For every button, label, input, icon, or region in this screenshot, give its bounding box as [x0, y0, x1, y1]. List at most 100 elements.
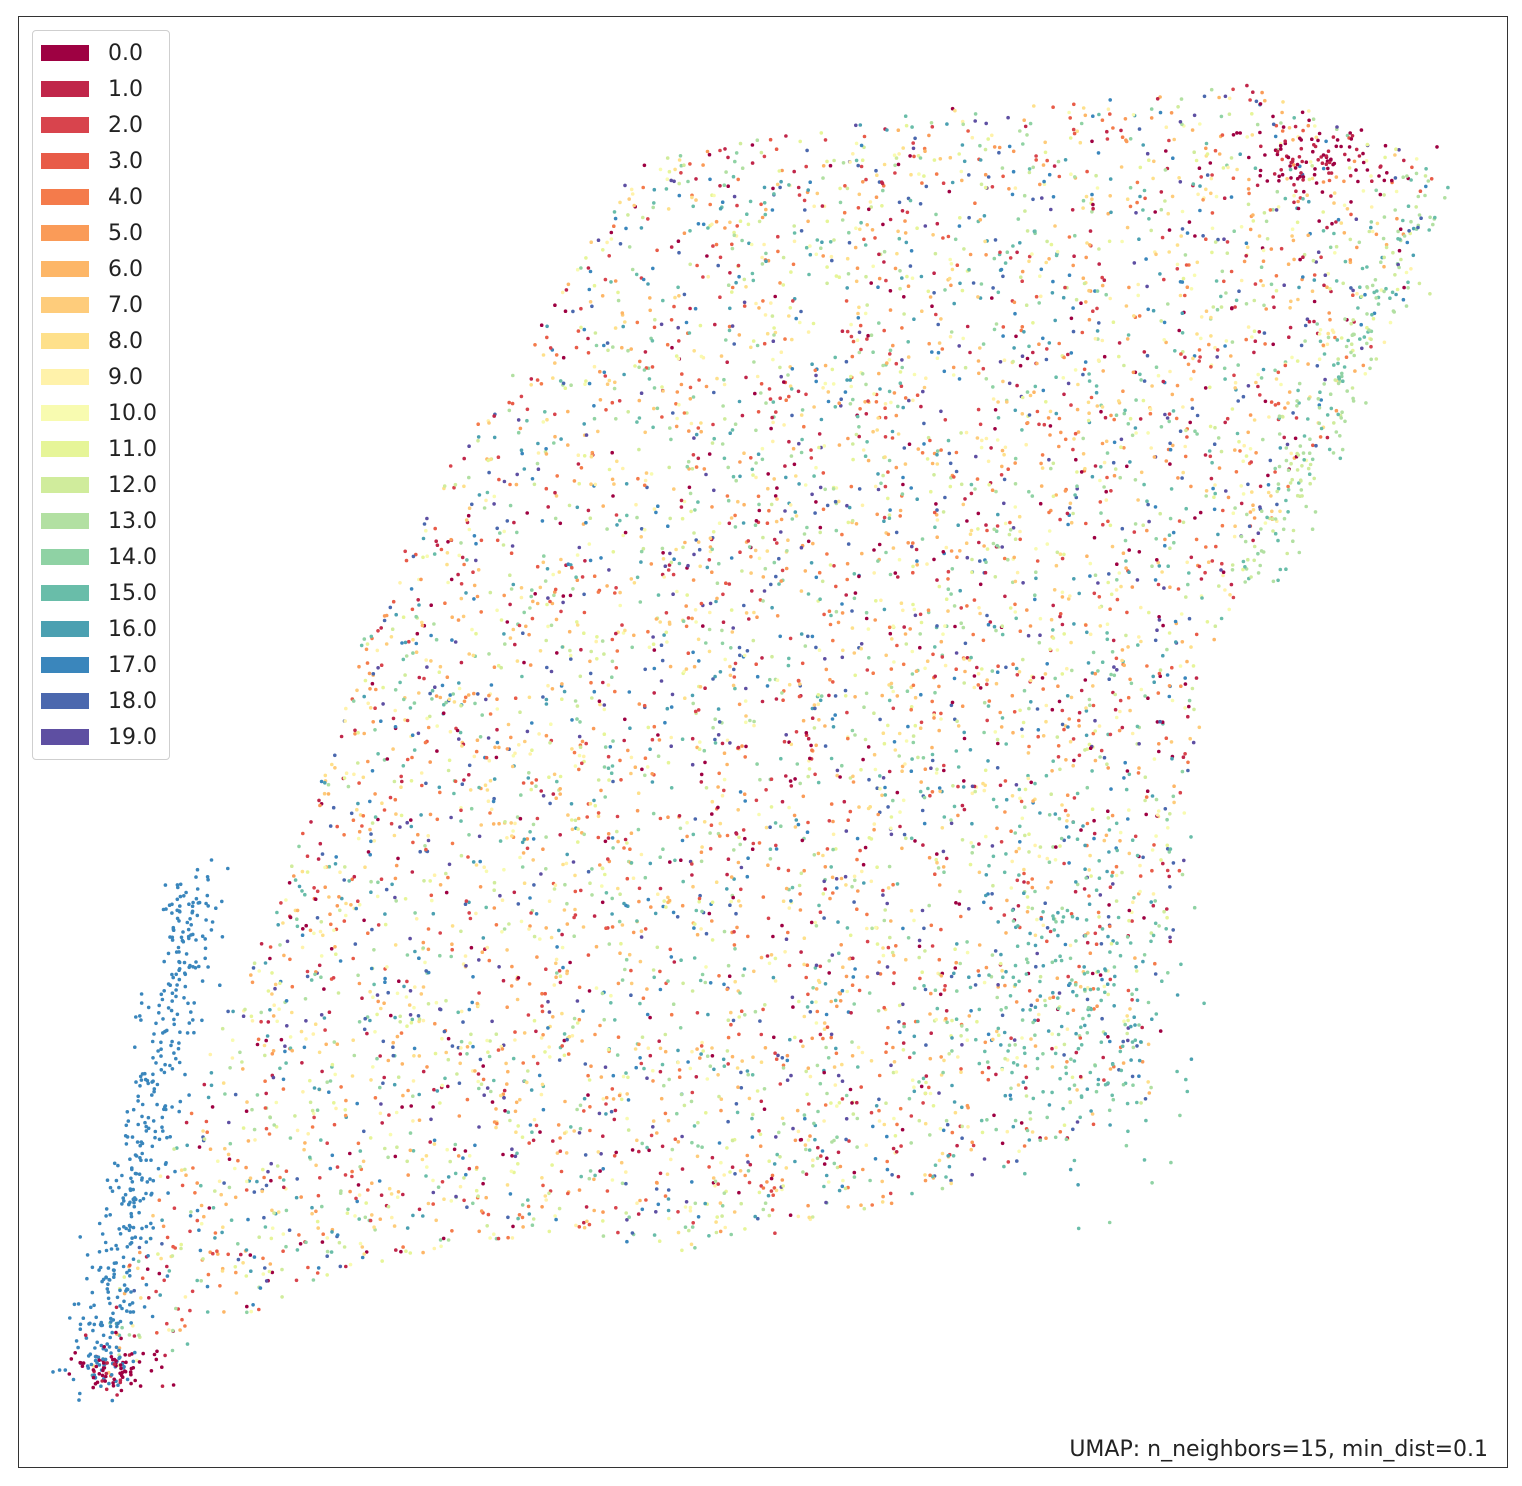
scatter-point: [876, 472, 880, 476]
scatter-point: [1150, 794, 1155, 798]
scatter-point: [1128, 185, 1133, 190]
scatter-point: [171, 1328, 175, 1333]
scatter-point: [1128, 137, 1133, 141]
scatter-point: [911, 570, 915, 575]
scatter-point: [1158, 511, 1162, 516]
scatter-point: [871, 429, 875, 434]
scatter-point: [1115, 597, 1120, 602]
scatter-point: [1233, 305, 1237, 309]
scatter-point: [713, 1184, 717, 1188]
scatter-point: [317, 1087, 322, 1092]
scatter-point: [757, 841, 762, 845]
scatter-point: [920, 537, 925, 541]
scatter-point: [346, 784, 351, 789]
scatter-point: [815, 1063, 820, 1068]
scatter-point: [690, 1140, 694, 1145]
scatter-point: [580, 739, 585, 744]
scatter-point: [959, 606, 963, 610]
scatter-point: [1251, 90, 1255, 94]
scatter-point: [1414, 157, 1419, 161]
scatter-point: [438, 931, 443, 935]
scatter-point: [1232, 534, 1237, 539]
scatter-point: [424, 847, 428, 852]
scatter-point: [1106, 766, 1110, 770]
scatter-point: [994, 1072, 998, 1077]
scatter-point: [1411, 253, 1416, 258]
scatter-point: [864, 274, 868, 279]
scatter-point: [560, 290, 565, 295]
scatter-point: [1095, 186, 1100, 190]
scatter-point: [514, 1130, 518, 1134]
scatter-point: [573, 764, 578, 768]
scatter-point: [475, 738, 480, 742]
scatter-point: [536, 441, 540, 446]
scatter-point: [1076, 382, 1080, 387]
scatter-point: [779, 824, 783, 828]
scatter-point: [792, 169, 796, 174]
scatter-point: [744, 375, 748, 380]
scatter-point: [379, 626, 384, 630]
scatter-point: [779, 350, 784, 355]
scatter-point: [601, 1167, 605, 1171]
scatter-point: [979, 182, 984, 187]
scatter-point: [476, 1079, 481, 1084]
scatter-point: [1109, 787, 1113, 791]
scatter-point: [426, 1002, 431, 1006]
scatter-point: [1131, 370, 1136, 375]
scatter-point: [532, 482, 537, 487]
scatter-point: [360, 1255, 365, 1260]
scatter-point: [1151, 892, 1156, 896]
scatter-point: [729, 875, 734, 879]
scatter-point: [761, 1186, 766, 1190]
scatter-point: [1056, 755, 1061, 759]
scatter-point: [384, 613, 389, 618]
scatter-point: [981, 638, 986, 643]
scatter-point: [912, 154, 916, 159]
scatter-point: [756, 410, 761, 414]
scatter-point: [224, 1202, 228, 1207]
scatter-point: [1098, 893, 1103, 897]
scatter-point: [183, 1324, 187, 1328]
scatter-point: [889, 919, 893, 923]
scatter-point: [434, 539, 439, 543]
scatter-point: [969, 841, 973, 845]
scatter-point: [1181, 470, 1185, 475]
scatter-point: [762, 1107, 767, 1111]
scatter-point: [1050, 707, 1055, 712]
scatter-point: [950, 180, 955, 185]
scatter-point: [280, 1295, 284, 1299]
scatter-point: [743, 1013, 747, 1017]
scatter-point: [1067, 506, 1072, 510]
scatter-point: [667, 563, 672, 567]
scatter-point: [499, 618, 504, 622]
scatter-point: [957, 902, 962, 906]
scatter-point: [952, 604, 957, 608]
scatter-point: [1161, 379, 1166, 384]
scatter-point: [257, 969, 262, 973]
scatter-point: [755, 1089, 760, 1093]
scatter-point: [922, 421, 926, 426]
scatter-point: [912, 1089, 917, 1094]
scatter-point: [642, 483, 647, 488]
scatter-point: [1145, 789, 1150, 793]
scatter-point: [576, 816, 581, 821]
scatter-point: [425, 1165, 429, 1169]
scatter-point: [763, 1003, 767, 1007]
scatter-point: [1134, 431, 1138, 435]
scatter-point: [1076, 430, 1081, 434]
scatter-point: [976, 672, 981, 676]
scatter-point: [1008, 520, 1012, 525]
scatter-point: [1191, 740, 1196, 745]
scatter-point: [746, 856, 750, 860]
scatter-point: [1190, 397, 1194, 402]
scatter-point: [551, 792, 556, 796]
scatter-point: [762, 589, 767, 593]
scatter-point: [1044, 260, 1048, 265]
scatter-point: [1140, 1025, 1144, 1030]
scatter-point: [665, 640, 669, 644]
scatter-point: [1261, 367, 1266, 372]
scatter-point: [426, 927, 431, 931]
scatter-point: [874, 195, 879, 199]
scatter-point: [901, 1002, 905, 1007]
scatter-point: [884, 1041, 889, 1046]
